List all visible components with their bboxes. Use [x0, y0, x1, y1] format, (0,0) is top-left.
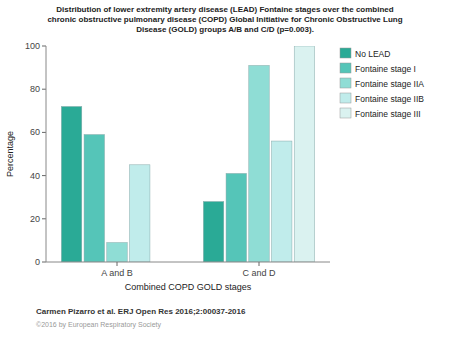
y-axis — [46, 46, 47, 262]
y-tick-label: 100 — [25, 41, 40, 51]
x-tick-label: A and B — [101, 268, 133, 278]
y-tick — [42, 218, 46, 219]
y-tick-label: 20 — [30, 214, 40, 224]
y-tick — [42, 46, 46, 47]
legend-swatch — [340, 78, 351, 88]
legend-swatch — [340, 93, 351, 103]
y-tick — [42, 89, 46, 90]
bar — [84, 135, 104, 262]
x-tick — [117, 262, 118, 266]
legend-label: Fontaine stage IIA — [355, 79, 424, 89]
y-tick-label: 60 — [30, 127, 40, 137]
bar — [226, 173, 246, 262]
y-tick — [42, 262, 46, 263]
bars — [61, 46, 314, 262]
bar — [61, 106, 81, 262]
bar — [203, 202, 223, 262]
y-tick-label: 80 — [30, 84, 40, 94]
title-line: Distribution of lower extremity artery d… — [56, 5, 394, 14]
title-line: Disease (GOLD) groups A/B and C/D (p=0.0… — [136, 25, 314, 34]
y-tick-label: 40 — [30, 171, 40, 181]
y-tick-label: 0 — [35, 257, 40, 267]
legend-label: No LEAD — [355, 49, 390, 59]
bar — [294, 46, 314, 262]
x-tick — [259, 262, 260, 266]
legend-swatch — [340, 63, 351, 73]
legend-swatch — [340, 108, 351, 118]
title: Distribution of lower extremity artery d… — [47, 5, 402, 34]
x-axis — [46, 262, 330, 263]
legend-label: Fontaine stage III — [355, 109, 421, 119]
y-tick — [42, 175, 46, 176]
bar — [249, 65, 269, 262]
x-axis-label: Combined COPD GOLD stages — [125, 282, 252, 292]
legend-label: Fontaine stage I — [355, 64, 416, 74]
legend: No LEAD Fontaine stage I Fontaine stage II… — [340, 48, 424, 119]
bar — [271, 141, 291, 262]
footnote: ©2016 by European Respiratory Society — [36, 321, 162, 329]
chart: Distribution of lower extremity artery d… — [0, 0, 450, 338]
title-line: chronic obstructive pulmonary disease (C… — [47, 15, 402, 24]
bar — [107, 243, 127, 262]
legend-label: Fontaine stage IIB — [355, 94, 424, 104]
bar — [129, 165, 149, 262]
y-tick — [42, 132, 46, 133]
legend-swatch — [340, 48, 351, 58]
x-tick-label: C and D — [242, 268, 276, 278]
footnote: Carmen Pizarro et al. ERJ Open Res 2016;… — [36, 307, 246, 316]
y-axis-label: Percentage — [5, 131, 15, 177]
